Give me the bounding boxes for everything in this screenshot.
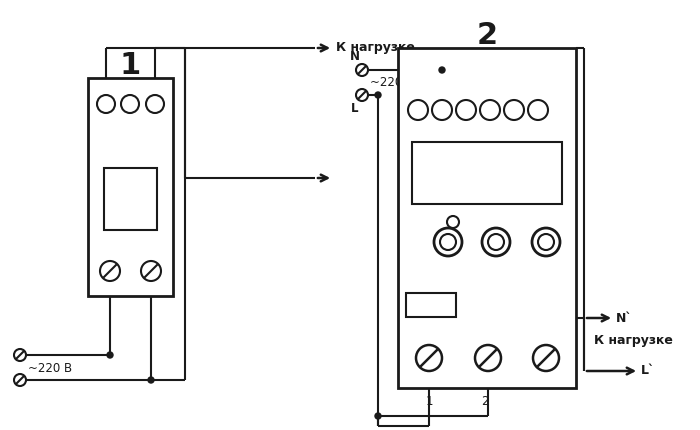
Circle shape [480, 100, 500, 120]
Circle shape [408, 100, 428, 120]
Circle shape [14, 374, 26, 386]
Text: ~220 В: ~220 В [370, 76, 414, 89]
Bar [104, 168, 157, 230]
Circle shape [447, 216, 459, 228]
Circle shape [456, 100, 476, 120]
Circle shape [532, 228, 560, 256]
Circle shape [356, 89, 368, 101]
Text: 2: 2 [477, 22, 498, 50]
Text: 1: 1 [120, 52, 141, 80]
Bar [412, 142, 562, 204]
Text: L: L [351, 102, 358, 116]
Circle shape [121, 95, 139, 113]
Circle shape [488, 234, 504, 250]
Circle shape [375, 92, 381, 98]
Text: 2: 2 [482, 395, 489, 408]
Circle shape [356, 64, 368, 76]
Text: К нагрузке: К нагрузке [594, 334, 673, 347]
Circle shape [100, 261, 120, 281]
Circle shape [148, 377, 154, 383]
Text: 1: 1 [426, 395, 433, 408]
Circle shape [97, 95, 115, 113]
Text: К нагрузке: К нагрузке [336, 42, 415, 55]
Bar [398, 48, 576, 388]
Text: 4  5: 4 5 [488, 135, 509, 145]
Circle shape [432, 100, 452, 120]
Circle shape [416, 345, 442, 371]
Bar [88, 78, 173, 296]
Circle shape [434, 228, 462, 256]
Circle shape [482, 228, 510, 256]
Circle shape [533, 345, 559, 371]
Text: L`: L` [641, 365, 655, 378]
Circle shape [440, 234, 456, 250]
Circle shape [439, 67, 445, 73]
Circle shape [14, 349, 26, 361]
Circle shape [107, 352, 113, 358]
Circle shape [141, 261, 161, 281]
Circle shape [528, 100, 548, 120]
Text: N: N [350, 49, 360, 62]
Circle shape [375, 413, 381, 419]
Text: ~220 В: ~220 В [28, 362, 72, 375]
Bar [406, 293, 456, 317]
Circle shape [504, 100, 524, 120]
Circle shape [146, 95, 164, 113]
Circle shape [538, 234, 554, 250]
Circle shape [475, 345, 501, 371]
Text: N`: N` [616, 311, 633, 325]
